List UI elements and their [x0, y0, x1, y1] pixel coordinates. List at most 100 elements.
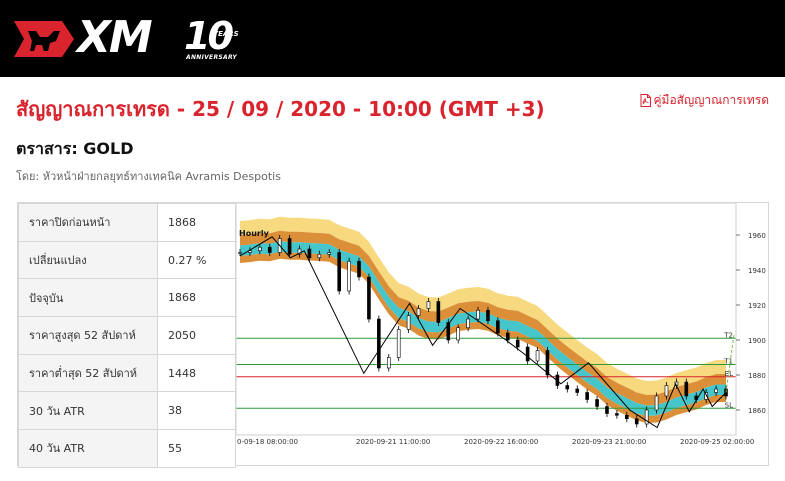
stat-label: ราคาต่ำสุด 52 สัปดาห์	[18, 353, 158, 393]
candle-body	[337, 252, 341, 292]
candle-body	[416, 308, 421, 316]
stat-label: เปลี่ยนแปลง	[18, 240, 158, 280]
pdf-icon	[640, 94, 651, 107]
candle-body	[634, 418, 639, 425]
y-tick-label: 1940	[748, 267, 766, 275]
candle-body	[525, 346, 530, 362]
candle-body	[456, 327, 461, 341]
candle-body	[386, 357, 391, 369]
stat-value: 38	[157, 391, 236, 431]
stat-label: ราคาปิดก่อนหน้า	[18, 203, 158, 242]
stat-value: 1868	[157, 278, 236, 318]
x-tick-label: 2020-09-23 21:00:00	[572, 438, 646, 446]
candle-body	[307, 248, 312, 259]
stat-label: ราคาสูงสุด 52 สัปดาห์	[18, 316, 158, 355]
candle-body	[446, 322, 451, 341]
chart-title: Hourly	[239, 229, 270, 238]
candle-body	[505, 332, 510, 341]
table-row: 40 วัน ATR 55	[18, 429, 236, 468]
candle-body	[396, 329, 401, 358]
candle-body	[466, 318, 470, 329]
candle-body	[287, 238, 292, 255]
cyan-band	[240, 241, 726, 416]
candle-body	[615, 413, 619, 416]
candle-body	[476, 309, 480, 320]
stat-label: 40 วัน ATR	[18, 429, 158, 468]
stat-value: 2050	[157, 316, 236, 355]
candle-body	[267, 246, 272, 253]
candle-body	[238, 252, 242, 254]
candle-body	[714, 388, 718, 393]
table-row: เปลี่ยนแปลง 0.27 %	[18, 240, 236, 280]
candle-body	[545, 350, 550, 376]
candle-body	[486, 309, 490, 322]
candle-body	[704, 392, 708, 400]
x-tick-label: 0-09-18 08:00:00	[237, 438, 298, 446]
candle-body	[605, 406, 609, 414]
candle-body	[357, 260, 361, 278]
signal-panel: ราคาปิดก่อนหน้า 1868 เปลี่ยนแปลง 0.27 % ปั…	[17, 202, 769, 468]
x-tick-label: 2020-09-25 02:00:00	[680, 438, 754, 446]
level-label-t1: T1	[723, 358, 733, 366]
candle-body	[684, 381, 689, 397]
y-tick-label: 1900	[748, 337, 766, 345]
author-byline: โดย: หัวหน้าฝ่ายกลยุทธ์ทางเทคนิค Avramis…	[16, 170, 281, 183]
x-tick-label: 2020-09-21 11:00:00	[356, 438, 430, 446]
anniversary-years: YEARS	[213, 30, 239, 38]
table-row: ราคาปิดก่อนหน้า 1868	[18, 203, 236, 242]
table-row: ปัจจุบัน 1868	[18, 278, 236, 318]
anniversary-number: 10	[184, 14, 234, 58]
candle-body	[664, 385, 669, 397]
candle-body	[565, 385, 570, 390]
price-chart[interactable]: T2 T1 EL SL Hourly 1860 1880 1900 1920 1940 1960 0…	[235, 202, 768, 465]
table-row: 30 วัน ATR 38	[18, 391, 236, 431]
instrument-heading: ตราสาร: GOLD	[16, 139, 134, 158]
candle-body	[367, 276, 371, 320]
candle-body	[258, 246, 262, 252]
candle-body	[535, 350, 540, 362]
y-tick-label: 1960	[748, 232, 766, 240]
zigzag-line	[239, 236, 727, 429]
anniversary-label: ANNIVERSARY	[186, 54, 237, 61]
level-label-sl: SL	[725, 401, 733, 409]
chart-frame	[235, 202, 737, 436]
stat-value: 0.27 %	[157, 240, 236, 280]
candle-body	[426, 301, 431, 309]
candle-body	[406, 315, 411, 330]
candle-body	[644, 409, 649, 425]
bull-logo-icon	[14, 21, 74, 57]
level-label-t2: T2	[723, 331, 733, 339]
stat-value: 55	[157, 429, 236, 468]
candle-body	[654, 395, 659, 411]
candle-body	[317, 253, 322, 259]
candle-body	[297, 248, 302, 255]
y-tick-label: 1920	[748, 302, 766, 310]
candle-body	[625, 414, 629, 420]
stat-value: 1448	[157, 353, 236, 393]
candle-body	[585, 392, 589, 400]
stat-value: 1868	[157, 203, 236, 242]
y-tick-label: 1880	[748, 372, 766, 380]
candle-body	[595, 399, 599, 407]
stats-table: ราคาปิดก่อนหน้า 1868 เปลี่ยนแปลง 0.27 % ปั…	[18, 203, 236, 468]
level-label-el: EL	[725, 370, 733, 378]
chart-svg: T2 T1 EL SL Hourly 1860 1880 1900 1920 1940 1960 0…	[235, 202, 766, 446]
signals-guide-label: คู่มือสัญญาณการเทรด	[653, 93, 770, 107]
signals-guide-link[interactable]: คู่มือสัญญาณการเทรด	[640, 91, 770, 110]
stat-label: 30 วัน ATR	[18, 391, 158, 431]
table-row: ราคาสูงสุด 52 สัปดาห์ 2050	[18, 316, 236, 355]
candle-body	[496, 320, 500, 334]
candle-body	[436, 301, 441, 323]
candle-body	[248, 250, 252, 253]
candle-body	[347, 260, 351, 292]
xm-logo-text[interactable]: XM	[77, 12, 153, 63]
y-tick-label: 1860	[748, 407, 766, 415]
x-tick-label: 2020-09-22 16:00:00	[464, 438, 538, 446]
candle-body	[515, 339, 520, 348]
candle-body	[575, 388, 580, 393]
candle-body	[327, 252, 332, 255]
stat-label: ปัจจุบัน	[18, 278, 158, 318]
page-title: สัญญาณการเทรด - 25 / 09 / 2020 - 10:00 (…	[16, 97, 545, 121]
site-header: XM 10 YEARS ANNIVERSARY	[0, 0, 785, 77]
candle-body	[377, 318, 381, 369]
